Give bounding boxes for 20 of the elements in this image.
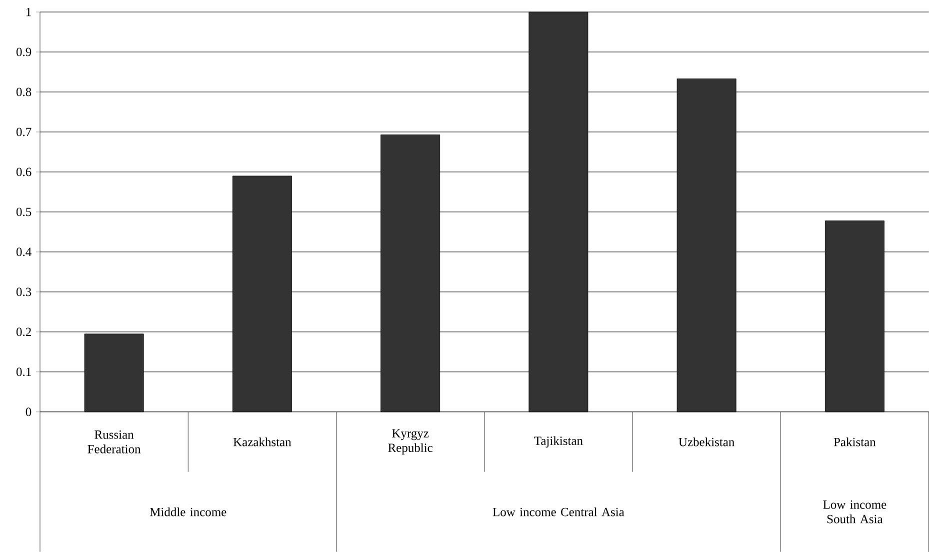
y-tick-label: 0.3 bbox=[16, 288, 32, 296]
y-tick-label: 0.2 bbox=[16, 328, 31, 336]
x-tick-label: Tajikistan bbox=[534, 436, 583, 448]
x-tick-label: Kyrgyz Republic bbox=[388, 429, 432, 455]
y-tick-label: 0.8 bbox=[16, 88, 32, 96]
y-tick-label: 0.6 bbox=[16, 168, 32, 176]
y-tick-label: 0 bbox=[26, 408, 32, 416]
x-tick-label: Uzbekistan bbox=[678, 437, 734, 446]
y-tick-label: 1 bbox=[26, 8, 31, 16]
x-tick-label: Pakistan bbox=[834, 437, 876, 446]
text: Low income South Asia bbox=[823, 500, 886, 524]
y-tick-label: 0.5 bbox=[16, 208, 32, 216]
y-tick-label: 0.7 bbox=[16, 128, 32, 136]
text: Middle income bbox=[150, 507, 226, 516]
y-tick-label: 0.9 bbox=[16, 48, 32, 56]
x-tick-label: Kazakhstan bbox=[233, 437, 292, 446]
x-tick-label: Russian Federation bbox=[88, 430, 141, 454]
y-tick-label: 0.4 bbox=[16, 248, 32, 256]
text: Low income Central Asia bbox=[492, 507, 624, 516]
y-tick-label: 0.1 bbox=[16, 368, 31, 376]
